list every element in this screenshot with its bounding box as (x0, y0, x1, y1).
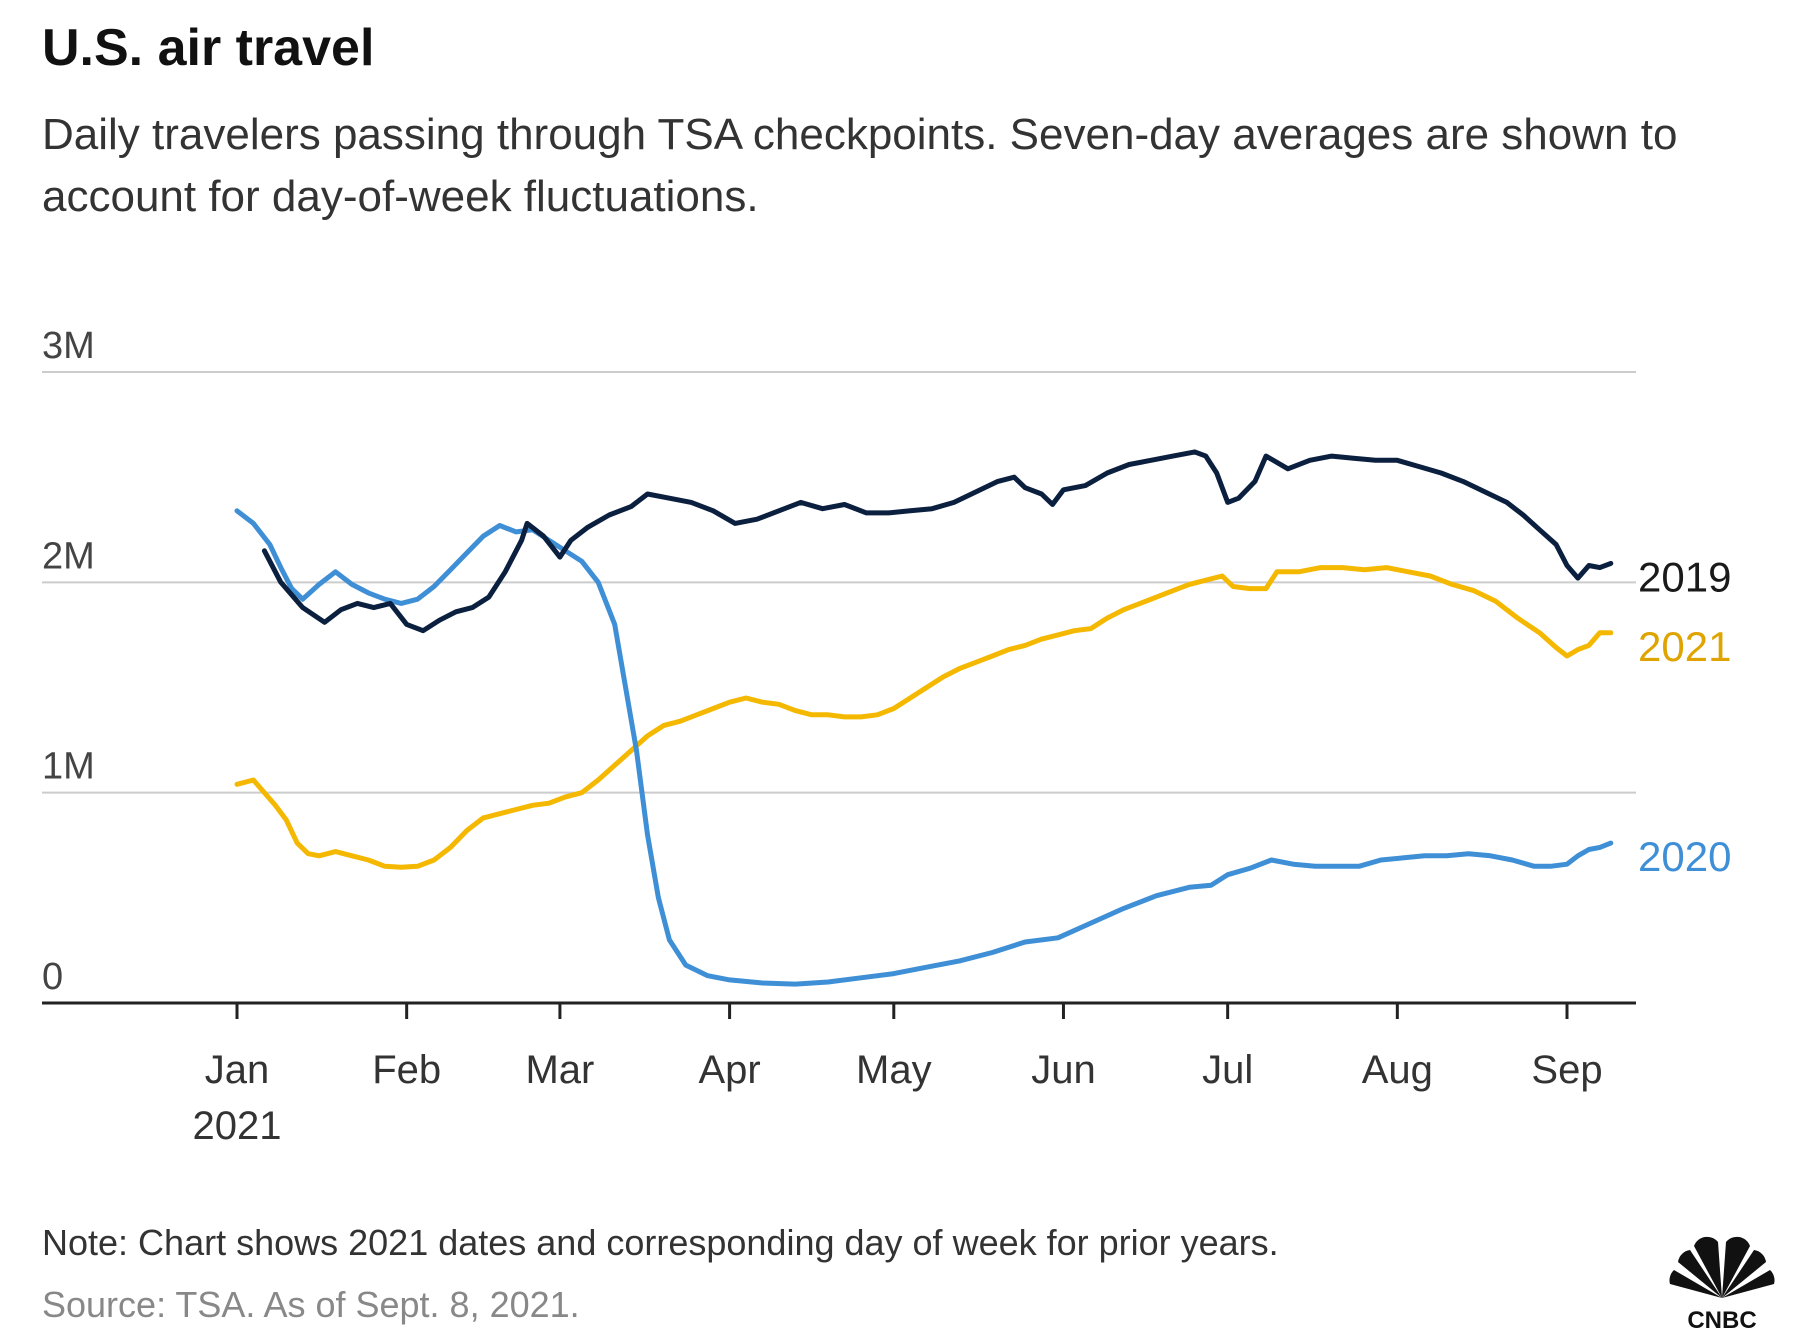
chart-title: U.S. air travel (42, 19, 375, 77)
y-tick-label: 1M (42, 746, 95, 788)
x-tick-label: Jan (205, 1048, 270, 1092)
y-tick-label: 2M (42, 535, 95, 577)
chart-source: Source: TSA. As of Sept. 8, 2021. (42, 1284, 580, 1325)
y-tick-label: 0 (42, 956, 63, 998)
y-tick-labels: 0 1M 2M 3M (42, 325, 95, 998)
x-tick-label: Feb (372, 1048, 441, 1092)
logo-text: CNBC (1687, 1307, 1756, 1332)
x-tick-label: Sep (1531, 1048, 1602, 1092)
series-lines (234, 449, 1614, 987)
x-tick-sublabel: 2021 (193, 1104, 282, 1148)
series-label-2021: 2021 (1638, 623, 1731, 670)
y-tick-label: 3M (42, 325, 95, 367)
x-axis: Jan 2021 Feb Mar Apr May Jun Jul Aug Sep (42, 1001, 1636, 1148)
chart-subtitle: Daily travelers passing through TSA chec… (42, 110, 1678, 221)
series-label-2019: 2019 (1638, 553, 1731, 600)
cnbc-logo-icon: CNBC (1669, 1236, 1775, 1332)
series-line-2021 (234, 565, 1614, 870)
x-tick-label: May (856, 1048, 932, 1092)
x-tick-label: Aug (1362, 1048, 1433, 1092)
x-tick-label: Jul (1202, 1048, 1253, 1092)
series-line-2020 (234, 508, 1614, 987)
chart-note: Note: Chart shows 2021 dates and corresp… (42, 1222, 1279, 1263)
gridlines (42, 371, 1636, 794)
series-label-2020: 2020 (1638, 833, 1731, 880)
x-tick-label: Apr (698, 1048, 760, 1092)
series-line-2019 (261, 449, 1614, 634)
x-tick-label: Mar (525, 1048, 594, 1092)
series-labels: 2019 2020 2021 (1638, 553, 1731, 880)
x-tick-label: Jun (1031, 1048, 1096, 1092)
